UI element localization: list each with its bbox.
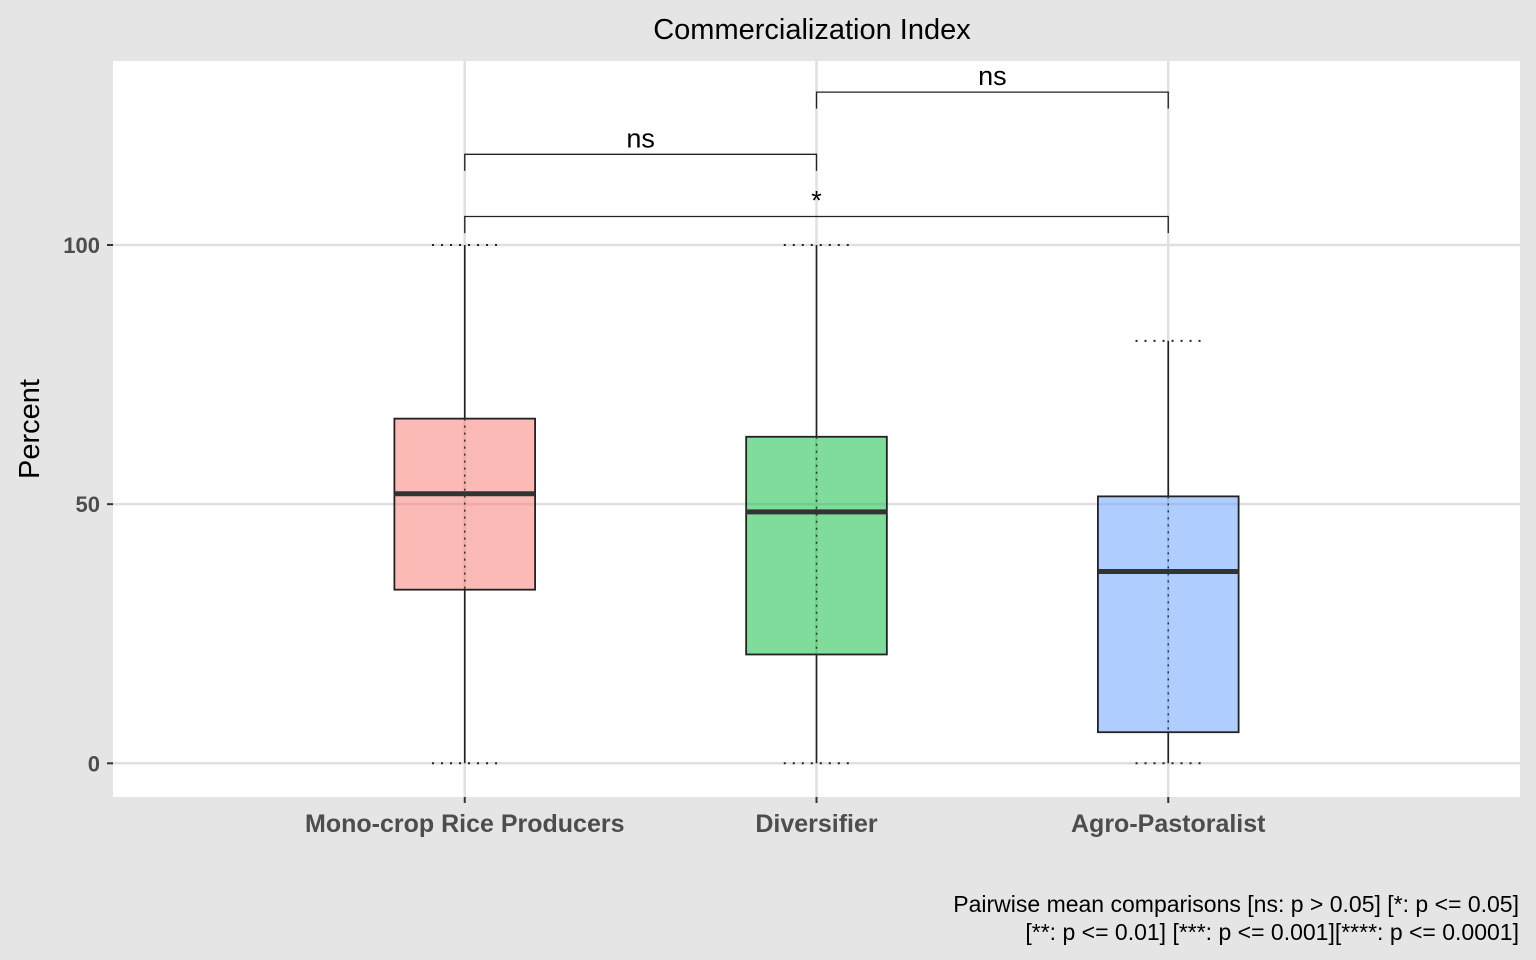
box-iqr <box>745 435 888 656</box>
bracket-line <box>464 215 1169 234</box>
y-tick-label: 50 <box>76 492 100 517</box>
caption-line-2: [**: p <= 0.01] [***: p <= 0.001][****: … <box>1025 919 1519 945</box>
bracket-line <box>464 153 818 171</box>
significance-label: ns <box>626 123 655 153</box>
boxes <box>393 244 1240 765</box>
comparison-bracket: ns <box>815 61 1169 109</box>
x-tick-label: Mono-crop Rice Producers <box>305 810 625 838</box>
bracket-line <box>815 91 1169 109</box>
comparison-bracket: ns <box>464 123 818 171</box>
box-group <box>745 244 888 765</box>
axes: 0 50 100 Mono-crop Rice Producers Diversifie… <box>63 233 1266 838</box>
chart-title: Commercialization Index <box>653 14 971 46</box>
caption-line-1: Pairwise mean comparisons [ns: p > 0.05]… <box>953 891 1519 917</box>
y-tick-label: 100 <box>63 233 100 258</box>
comparison-bracket: * <box>464 185 1169 234</box>
box-group <box>1097 339 1240 765</box>
y-axis-label: Percent <box>14 379 46 479</box>
y-tick-label: 0 <box>88 751 100 776</box>
significance-label: * <box>811 185 822 215</box>
significance-brackets: ns ns * <box>464 61 1169 234</box>
x-tick-label: Diversifier <box>755 810 878 838</box>
x-tick-label: Agro-Pastoralist <box>1071 810 1266 838</box>
box-group <box>393 244 536 765</box>
significance-label: ns <box>978 61 1007 91</box>
